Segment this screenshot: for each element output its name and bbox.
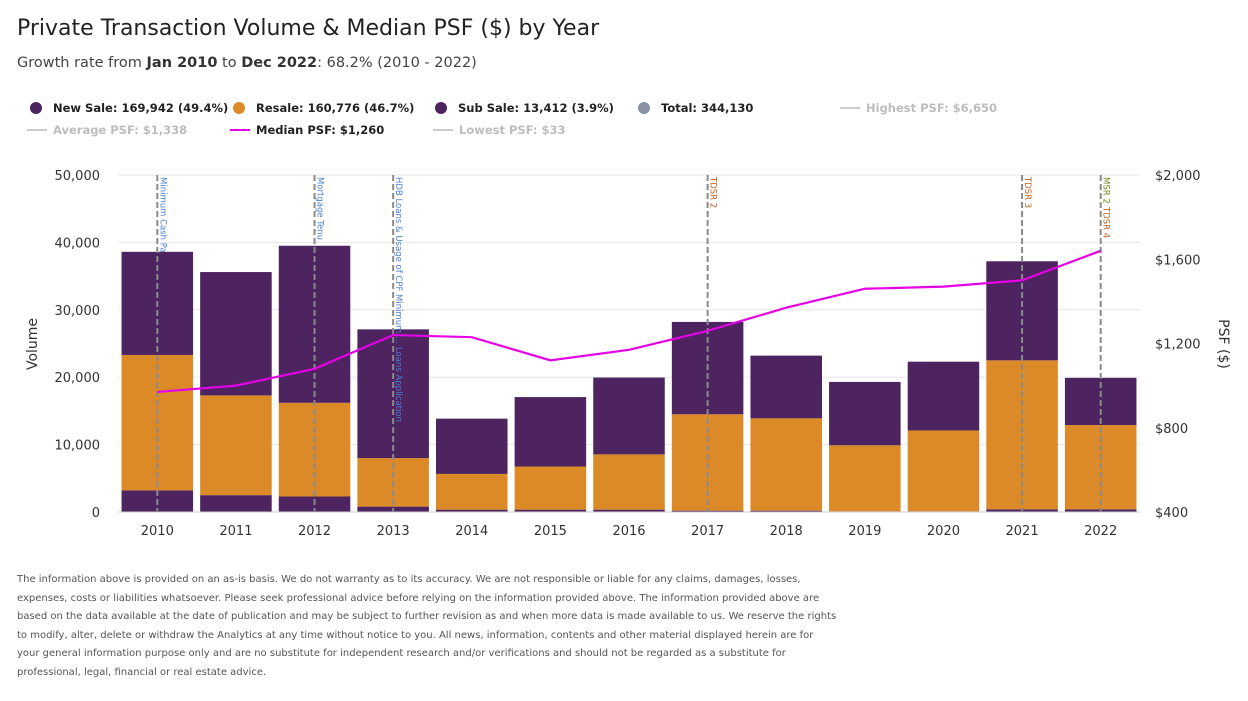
x-tick-label: 2021 bbox=[1006, 524, 1039, 539]
annotation-label: HDB Loans & Usage of CPF Minimum ... Loa… bbox=[393, 177, 403, 422]
disclaimer-text: The information above is provided on an … bbox=[17, 574, 837, 678]
x-tick-label: 2018 bbox=[770, 524, 803, 539]
chart-subtitle: Growth rate from Jan 2010 to Dec 2022: 6… bbox=[17, 55, 477, 71]
bar-resale bbox=[514, 466, 587, 510]
bar-sub-sale bbox=[907, 361, 980, 431]
median-psf-line bbox=[157, 249, 1102, 394]
bar-sub-sale bbox=[435, 418, 508, 474]
legend-item-new-sale[interactable]: New Sale: 169,942 (49.4%) bbox=[30, 101, 228, 115]
legend-item-average-psf[interactable]: Average PSF: $1,338 bbox=[27, 123, 187, 137]
subtitle-prefix: Growth rate from bbox=[17, 55, 142, 71]
x-tick-label: 2020 bbox=[927, 524, 960, 539]
bar-sub-sale bbox=[514, 397, 587, 467]
average-psf-swatch bbox=[27, 129, 47, 131]
legend-label: Average PSF: $1,338 bbox=[53, 123, 188, 137]
lowest-psf-swatch bbox=[433, 129, 453, 131]
bar-resale bbox=[750, 418, 823, 511]
legend-item-total[interactable]: Total: 344,130 bbox=[638, 101, 753, 115]
bar-sub-sale bbox=[829, 381, 901, 446]
legend-label: Median PSF: $1,260 bbox=[256, 123, 385, 137]
highest-psf-swatch bbox=[840, 107, 860, 109]
x-tick-label: 2013 bbox=[377, 524, 410, 539]
y2-axis-title: PSF ($) bbox=[1215, 319, 1231, 369]
legend-item-resale[interactable]: Resale: 160,776 (46.7%) bbox=[233, 101, 414, 115]
subtitle-from: Jan 2010 bbox=[146, 55, 218, 71]
median-psf-swatch bbox=[230, 129, 250, 131]
annotation-label: TDSR 4 bbox=[1101, 206, 1111, 238]
x-tick-label: 2014 bbox=[455, 524, 488, 539]
bar-new-sale bbox=[593, 509, 665, 512]
x-tick-label: 2011 bbox=[219, 524, 252, 539]
bar-sub-sale bbox=[593, 377, 665, 455]
y2-tick-label: $800 bbox=[1155, 422, 1188, 437]
subtitle-suffix: : 68.2% (2010 - 2022) bbox=[317, 55, 477, 71]
sub-sale-swatch bbox=[435, 102, 447, 114]
new-sale-swatch bbox=[30, 102, 42, 114]
bar-resale bbox=[435, 473, 508, 510]
legend-item-lowest-psf[interactable]: Lowest PSF: $33 bbox=[433, 123, 566, 137]
y-tick-label: 20,000 bbox=[55, 371, 101, 386]
x-tick-label: 2010 bbox=[141, 524, 174, 539]
y2-tick-label: $2,000 bbox=[1155, 169, 1201, 184]
y-tick-label: 40,000 bbox=[55, 236, 101, 251]
bar-new-sale bbox=[750, 510, 823, 512]
chart-title: Private Transaction Volume & Median PSF … bbox=[17, 16, 600, 41]
legend-label: Total: 344,130 bbox=[661, 101, 754, 115]
bar-sub-sale bbox=[750, 355, 823, 419]
x-tick-label: 2015 bbox=[534, 524, 567, 539]
legend-item-highest-psf[interactable]: Highest PSF: $6,650 bbox=[840, 101, 997, 115]
y-axis-title: Volume bbox=[25, 318, 41, 370]
x-tick-label: 2019 bbox=[848, 524, 881, 539]
bar-new-sale bbox=[435, 509, 508, 512]
legend-label: Highest PSF: $6,650 bbox=[866, 101, 998, 115]
legend-item-sub-sale[interactable]: Sub Sale: 13,412 (3.9%) bbox=[435, 101, 614, 115]
x-tick-label: 2012 bbox=[298, 524, 331, 539]
legend-label: Sub Sale: 13,412 (3.9%) bbox=[458, 101, 614, 115]
annotation-label: Mortgage Tenu bbox=[315, 177, 325, 240]
bar-resale bbox=[829, 445, 901, 512]
annotation-label: MSR 2 bbox=[1101, 177, 1111, 204]
legend-label: New Sale: 169,942 (49.4%) bbox=[53, 101, 229, 115]
x-tick-label: 2016 bbox=[612, 524, 645, 539]
bar-resale bbox=[907, 430, 980, 512]
bar-resale bbox=[593, 454, 665, 510]
x-tick-label: 2017 bbox=[691, 524, 724, 539]
subtitle-to: Dec 2022 bbox=[241, 55, 318, 71]
y-tick-label: 30,000 bbox=[55, 304, 101, 319]
y2-tick-label: $400 bbox=[1155, 506, 1188, 521]
subtitle-to-word: to bbox=[222, 55, 237, 71]
bar-sub-sale bbox=[200, 272, 272, 396]
resale-swatch bbox=[233, 102, 245, 114]
y2-tick-label: $1,200 bbox=[1155, 338, 1201, 353]
annotation-label: TDSR 2 bbox=[708, 176, 718, 208]
y-tick-label: 10,000 bbox=[55, 439, 101, 454]
annotation-label: TDSR 3 bbox=[1022, 176, 1032, 208]
bar-new-sale bbox=[514, 509, 587, 512]
total-swatch bbox=[638, 102, 650, 114]
bar-new-sale bbox=[200, 495, 272, 512]
legend-label: Resale: 160,776 (46.7%) bbox=[256, 101, 415, 115]
y2-tick-label: $1,600 bbox=[1155, 253, 1201, 268]
y-tick-label: 0 bbox=[92, 506, 100, 521]
x-tick-label: 2022 bbox=[1084, 524, 1117, 539]
legend-label: Lowest PSF: $33 bbox=[459, 123, 566, 137]
bar-resale bbox=[200, 395, 272, 496]
annotation-label: Minimum Cash Pa bbox=[157, 177, 167, 253]
y-tick-label: 50,000 bbox=[55, 169, 101, 184]
legend-item-median-psf[interactable]: Median PSF: $1,260 bbox=[230, 123, 384, 137]
